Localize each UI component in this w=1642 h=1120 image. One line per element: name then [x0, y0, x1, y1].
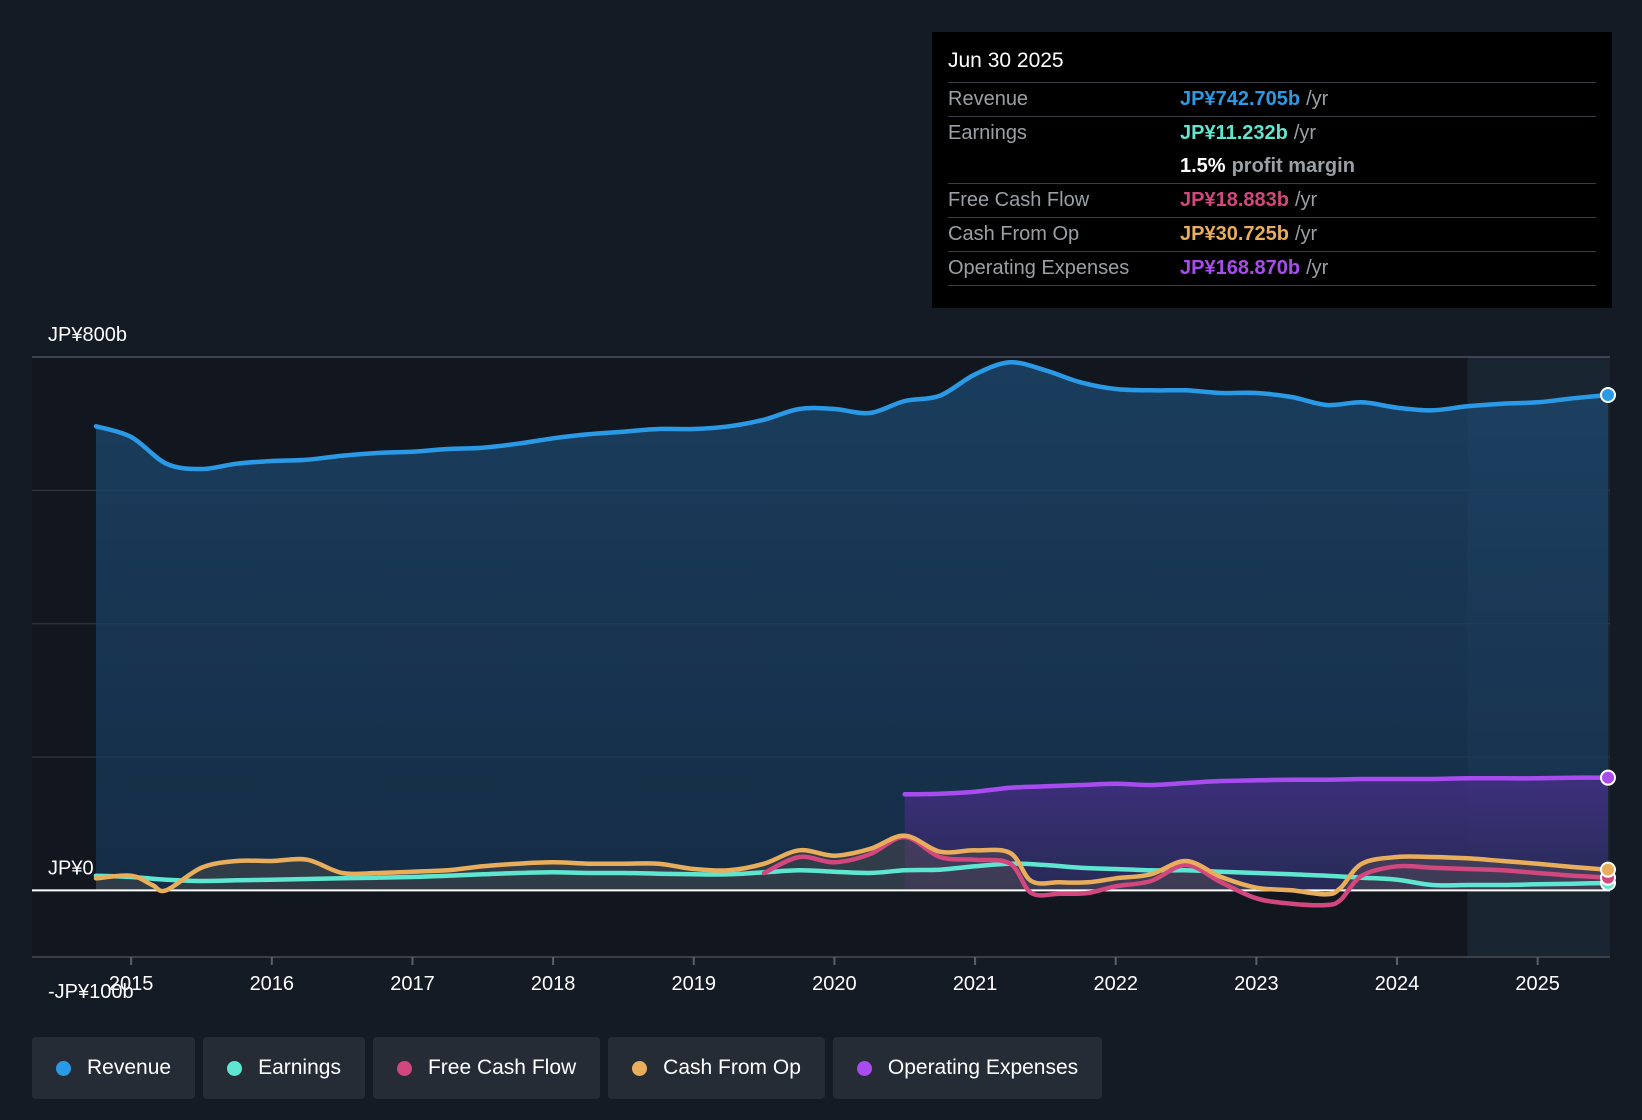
- x-axis-ticks: 2015 2016 2017 2018 2019 2020 2021 2022 2023 2024…: [109, 957, 1560, 995]
- legend-dot-icon: [56, 1060, 71, 1076]
- cash-from-op-end-point[interactable]: [1600, 861, 1616, 878]
- legend-label: Free Cash Flow: [427, 1056, 577, 1079]
- tooltip-label: Free Cash Flow: [948, 189, 1090, 211]
- tooltip: Jun 30 2025 Revenue JP¥742.705b /yr Earn…: [932, 32, 1612, 308]
- x-tick-label: 2024: [1375, 973, 1420, 995]
- x-tick-label: 2025: [1515, 973, 1560, 995]
- x-tick-label: 2021: [953, 973, 998, 995]
- tooltip-value: JP¥30.725b: [1180, 223, 1289, 245]
- tooltip-label: Operating Expenses: [948, 257, 1130, 279]
- tooltip-date: Jun 30 2025: [948, 46, 1596, 83]
- tooltip-unit: /yr: [1306, 88, 1329, 110]
- legend-label: Operating Expenses: [887, 1056, 1079, 1079]
- tooltip-label: Revenue: [948, 88, 1029, 110]
- legend-dot-icon: [227, 1060, 243, 1076]
- tooltip-row-opex: Operating Expenses JP¥168.870b /yr: [948, 252, 1596, 286]
- tooltip-row-fcf: Free Cash Flow JP¥18.883b /yr: [948, 184, 1596, 218]
- legend-item-earnings[interactable]: Earnings: [203, 1037, 365, 1099]
- tooltip-value: JP¥168.870b: [1180, 257, 1301, 279]
- cash-from-op-line: [93, 833, 1611, 897]
- y-axis-label: JP¥800b: [48, 324, 127, 346]
- tooltip-unit: /yr: [1294, 189, 1318, 211]
- legend-dot-icon: [396, 1060, 412, 1076]
- end-markers: [1600, 387, 1616, 891]
- operating-expenses-area: [904, 777, 1608, 891]
- revenue-end-point[interactable]: [1600, 387, 1616, 403]
- legend: Revenue Earnings Free Cash Flow Cash Fro…: [32, 1037, 1103, 1099]
- operating-expenses-line: [902, 775, 1611, 797]
- tooltip-row-earnings: Earnings JP¥11.232b /yr: [948, 117, 1596, 150]
- tooltip-unit: /yr: [1294, 223, 1318, 245]
- tooltip-row-cfo: Cash From Op JP¥30.725b /yr: [948, 218, 1596, 252]
- legend-label: Earnings: [258, 1056, 341, 1079]
- operating-expenses-end-point[interactable]: [1600, 769, 1616, 786]
- series-lines: [93, 360, 1611, 908]
- y-axis-label: JP¥0: [48, 857, 94, 879]
- x-tick-label: 2017: [390, 973, 435, 995]
- tooltip-label: Earnings: [948, 122, 1027, 144]
- cash-from-op-area: [96, 835, 1608, 895]
- x-tick-label: 2018: [531, 973, 576, 995]
- y-axis-label: -JP¥100b: [48, 981, 134, 1003]
- x-tick-label: 2023: [1234, 973, 1279, 995]
- y-axis-labels: JP¥800b JP¥0 -JP¥100b: [48, 324, 134, 1003]
- legend-dot-icon: [856, 1060, 872, 1076]
- tooltip-row-margin: 1.5% profit margin: [948, 150, 1596, 184]
- x-tick-label: 2019: [672, 973, 717, 995]
- revenue-line: [93, 360, 1611, 472]
- legend-item-revenue[interactable]: Revenue: [32, 1037, 196, 1099]
- legend-label: Cash From Op: [663, 1056, 801, 1079]
- legend-label: Revenue: [87, 1056, 172, 1079]
- x-tick-label: 2022: [1093, 973, 1138, 995]
- tooltip-label: Cash From Op: [948, 223, 1080, 245]
- tooltip-unit: /yr: [1293, 122, 1317, 144]
- tooltip-value: JP¥742.705b: [1180, 88, 1301, 110]
- areas: [96, 362, 1608, 895]
- legend-item-cash-from-op[interactable]: Cash From Op: [608, 1037, 825, 1099]
- tooltip-margin-value: 1.5%: [1180, 155, 1226, 177]
- legend-item-free-cash-flow[interactable]: Free Cash Flow: [372, 1037, 601, 1099]
- tooltip-margin-unit: profit margin: [1231, 155, 1355, 177]
- tooltip-value: JP¥18.883b: [1180, 189, 1289, 211]
- legend-item-operating-expenses[interactable]: Operating Expenses: [832, 1037, 1103, 1099]
- tooltip-row-revenue: Revenue JP¥742.705b /yr: [948, 83, 1596, 117]
- x-tick-label: 2020: [812, 973, 857, 995]
- x-tick-label: 2015: [109, 973, 154, 995]
- x-tick-label: 2016: [250, 973, 295, 995]
- legend-dot-icon: [632, 1060, 648, 1076]
- revenue-area: [96, 362, 1608, 891]
- tooltip-unit: /yr: [1306, 257, 1329, 279]
- tooltip-value: JP¥11.232b: [1180, 122, 1288, 144]
